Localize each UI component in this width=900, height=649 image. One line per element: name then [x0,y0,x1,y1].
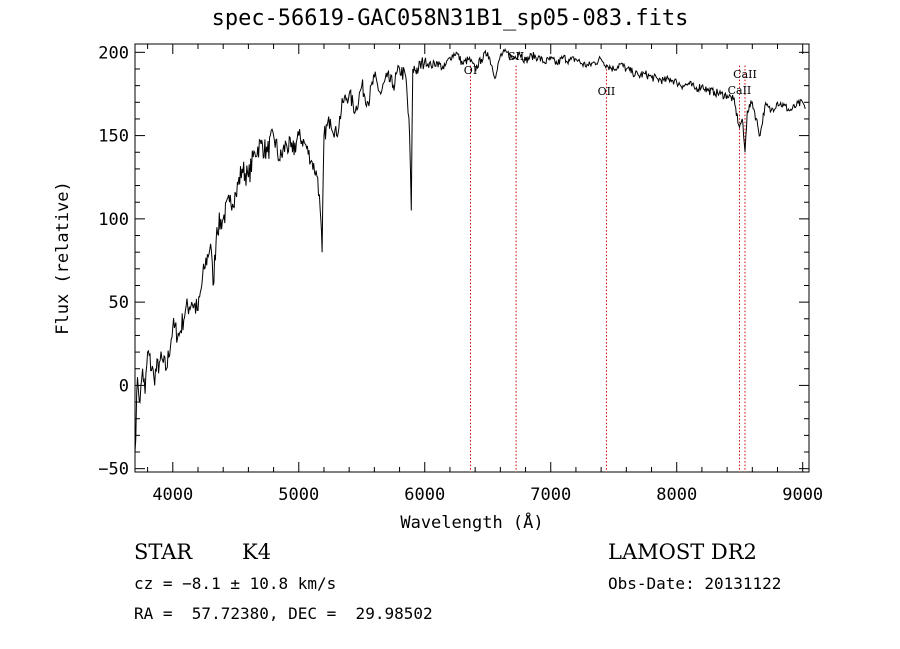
y-tick-label: −50 [98,460,129,480]
x-tick-label: 4000 [152,485,193,505]
x-tick-label: 5000 [278,485,319,505]
y-tick-label: 200 [98,43,129,63]
plot-frame [134,43,810,473]
x-tick-label: 6000 [404,485,445,505]
spectrum-line [135,48,806,453]
y-tick-label: 150 [98,127,129,147]
x-tick-label: 8000 [656,485,697,505]
y-tick-label: 100 [98,210,129,230]
x-tick-label: 9000 [782,485,823,505]
object-class: STAR [134,540,193,564]
y-tick-label: 0 [119,376,129,396]
chart-title: spec-56619-GAC058N31B1_sp05-083.fits [211,6,689,31]
y-tick-label: 50 [109,293,129,313]
coordinates: RA = 57.72380, DEC = 29.98502 [134,604,433,623]
y-axis-label: Flux (relative) [53,181,73,335]
spectral-line-label: CaII [733,68,757,81]
spectral-line-label: SII [508,50,524,63]
observation-date: Obs-Date: 20131122 [608,574,782,593]
redshift-value: cz = −8.1 ± 10.8 km/s [134,574,337,593]
spectral-line-label: OI [464,64,477,77]
object-subclass: K4 [242,540,272,564]
spectral-line-label: OII [598,85,616,98]
x-axis-label: Wavelength (Å) [400,511,543,533]
spectral-line-label: CaII [728,84,752,97]
x-tick-label: 7000 [530,485,571,505]
survey-name: LAMOST DR2 [608,540,757,564]
